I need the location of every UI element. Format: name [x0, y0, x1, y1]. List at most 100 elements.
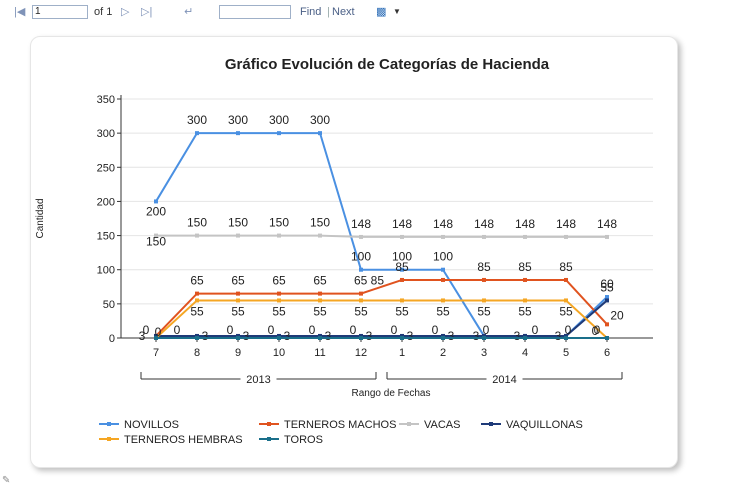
x-axis-title: Rango de Fechas [352, 388, 431, 399]
data-point [318, 131, 322, 136]
data-point [441, 333, 445, 338]
data-label: 148 [392, 217, 412, 231]
data-point [359, 291, 363, 296]
page-number-input[interactable] [32, 5, 88, 19]
x-tick-label: 9 [235, 347, 241, 359]
legend-label: VACAS [424, 419, 460, 431]
last-page-icon[interactable]: ▷| [141, 6, 153, 18]
data-label: 55 [354, 304, 368, 318]
x-tick-label: 11 [314, 347, 325, 359]
data-point [236, 298, 240, 303]
x-tick-label: 1 [399, 347, 405, 359]
data-point [441, 298, 445, 303]
data-point [400, 234, 404, 239]
data-point [605, 295, 609, 300]
data-label: 0 [227, 323, 234, 337]
y-tick-label: 200 [97, 196, 115, 208]
data-label: 3 [139, 329, 146, 343]
data-label: 65 85 [354, 274, 384, 288]
data-label: 65 [272, 274, 286, 288]
data-label: 148 [515, 217, 535, 231]
data-point [441, 336, 445, 340]
back-icon[interactable]: ↵ [184, 6, 194, 18]
data-point [564, 277, 568, 282]
data-point [318, 233, 322, 238]
data-label: 55 [559, 304, 573, 318]
find-input[interactable] [219, 5, 291, 19]
x-tick-label: 4 [522, 347, 528, 359]
line-chart: Gráfico Evolución de Categorías de Hacie… [35, 56, 653, 446]
legend-marker [107, 437, 111, 441]
data-label: 300 [187, 113, 207, 127]
data-label: 0 [391, 323, 398, 337]
series-line [156, 299, 608, 337]
data-label: 300 [310, 113, 330, 127]
data-point [359, 234, 363, 239]
find-separator: | [327, 6, 330, 18]
y-tick-label: 300 [97, 128, 115, 140]
x-tick-label: 10 [273, 347, 285, 359]
pencil-icon: ✎ [2, 475, 11, 486]
data-label: 0 [432, 323, 439, 337]
data-point [400, 333, 404, 338]
export-save-icon[interactable]: ▩ [376, 6, 387, 18]
data-label: 20 [610, 308, 624, 322]
data-label: 300 [269, 113, 289, 127]
data-point [564, 333, 568, 338]
data-point [359, 267, 363, 272]
data-point [195, 336, 199, 340]
data-point [400, 277, 404, 282]
data-label: 0 [309, 323, 316, 337]
legend-marker [407, 422, 411, 426]
data-label: 65 [190, 274, 204, 288]
data-point [400, 336, 404, 340]
legend-label: TOROS [284, 434, 323, 446]
x-tick-label: 6 [604, 347, 610, 359]
x-group-label: 2014 [492, 374, 516, 386]
data-point [195, 298, 199, 303]
y-tick-label: 0 [109, 333, 115, 345]
data-point [605, 234, 609, 239]
data-label: 150 [187, 216, 207, 230]
data-label: 65 [231, 274, 245, 288]
data-label: 300 [228, 113, 248, 127]
data-point [277, 291, 281, 296]
first-page-icon[interactable]: |◀ [14, 6, 26, 18]
data-point [482, 277, 486, 282]
data-point [236, 233, 240, 238]
data-label: 150 [146, 235, 166, 249]
data-point [523, 336, 527, 340]
data-label: 65 [313, 274, 327, 288]
data-point [154, 336, 158, 340]
next-page-icon[interactable]: ▷ [121, 6, 130, 18]
data-label: 148 [556, 217, 576, 231]
data-point [605, 336, 609, 340]
data-label: 3 [202, 329, 209, 343]
chevron-down-icon[interactable]: ▼ [393, 7, 401, 16]
data-label: 55 [395, 304, 409, 318]
next-link[interactable]: Next [332, 6, 355, 18]
chart-card: Gráfico Evolución de Categorías de Hacie… [30, 36, 678, 468]
legend-label: NOVILLOS [124, 419, 179, 431]
data-label: 85 [477, 260, 491, 274]
data-point [154, 233, 158, 238]
chart-title: Gráfico Evolución de Categorías de Hacie… [225, 56, 550, 73]
find-link[interactable]: Find [300, 6, 322, 18]
data-point [154, 199, 158, 204]
data-label: 0 [174, 323, 181, 337]
legend-marker [107, 422, 111, 426]
y-tick-label: 100 [97, 265, 115, 277]
legend-marker [267, 437, 271, 441]
data-point [236, 131, 240, 136]
y-axis-title: Cantidad [35, 198, 46, 238]
x-tick-label: 5 [563, 347, 569, 359]
data-label: 3 [514, 329, 521, 343]
data-point [482, 234, 486, 239]
x-group-label: 2013 [246, 374, 270, 386]
data-label: 3 [325, 329, 332, 343]
data-point [236, 291, 240, 296]
data-label: 3 [473, 329, 480, 343]
data-label: 100 [433, 250, 453, 264]
data-point [318, 291, 322, 296]
data-label: 0 [592, 324, 599, 338]
